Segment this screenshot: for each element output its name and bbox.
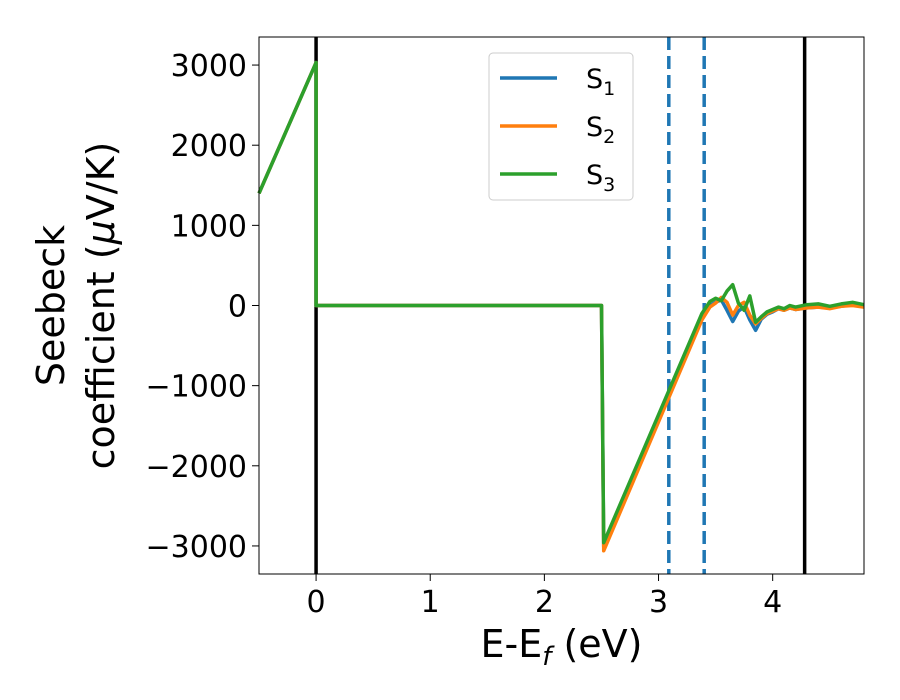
- y-tick-label-5: −2000: [146, 450, 247, 485]
- y-tick-label-1: 2000: [171, 129, 247, 164]
- y-tick-label-6: −3000: [146, 530, 247, 565]
- y-tick-label-0: 3000: [171, 49, 247, 84]
- axis-ticks: 0 1 2 3 4 3000 2000 1000 0 −1000 −2000 −3000: [146, 49, 783, 620]
- series-line-S2: [257, 60, 865, 553]
- series-lines: [257, 60, 865, 553]
- y-tick-label-3: 0: [228, 290, 247, 325]
- x-tick-label-2: 2: [535, 585, 554, 620]
- y-tick-label-2: 1000: [171, 209, 247, 244]
- x-tick-label-0: 0: [307, 585, 326, 620]
- y-tick-label-4: −1000: [146, 370, 247, 405]
- x-tick-label-1: 1: [421, 585, 440, 620]
- legend-label-S1: S1: [586, 64, 615, 100]
- series-line-S3: [257, 60, 865, 545]
- legend-label-S3: S3: [586, 160, 615, 196]
- legend-label-S2: S2: [586, 112, 615, 148]
- x-tick-label-3: 3: [649, 585, 668, 620]
- x-axis-label: E-Ef (eV): [481, 622, 643, 672]
- y-axis-label-line1: Seebeck: [29, 225, 73, 386]
- legend-box: [488, 52, 634, 201]
- legend: S1 S2 S3: [488, 52, 634, 201]
- x-tick-label-4: 4: [763, 585, 782, 620]
- y-axis-label-line2: coefficient (μV/K): [79, 142, 123, 470]
